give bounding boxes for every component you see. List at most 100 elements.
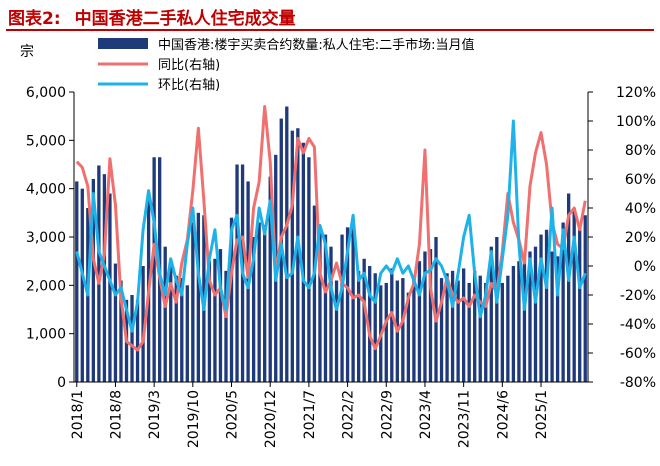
bar-17 (169, 261, 173, 382)
right-tick-label: -40% (620, 317, 656, 333)
bar-85 (544, 229, 549, 382)
left-axis-unit: 宗 (20, 44, 34, 60)
bar-65 (434, 237, 438, 382)
left-tick-label: 6,000 (26, 85, 66, 101)
x-tick-label: 2019/3 (147, 390, 163, 439)
bar-62 (417, 261, 422, 382)
bar-66 (439, 278, 444, 382)
bar-77 (500, 282, 504, 382)
bar-54 (373, 273, 377, 382)
bar-86 (550, 251, 554, 382)
bar-25 (213, 258, 217, 382)
x-tick-label: 2025/1 (534, 390, 550, 439)
x-tick-label: 2022/9 (379, 390, 395, 439)
bar-series (75, 106, 587, 382)
bar-89 (567, 193, 571, 382)
right-tick-label: -20% (620, 288, 656, 304)
bar-90 (572, 208, 576, 382)
right-tick-label: 120% (616, 85, 656, 101)
bar-32 (251, 237, 256, 382)
bar-51 (356, 270, 361, 382)
bar-28 (229, 217, 234, 382)
bar-21 (191, 222, 195, 382)
bar-20 (185, 285, 189, 382)
bar-76 (495, 237, 499, 382)
bar-53 (368, 266, 372, 382)
bar-33 (257, 222, 261, 382)
bar-11 (135, 299, 140, 382)
bar-46 (329, 246, 333, 382)
bar-34 (263, 224, 267, 382)
bar-63 (423, 251, 427, 382)
bar-50 (351, 222, 355, 382)
bar-83 (533, 246, 538, 382)
legend-label-mom: 环比(右轴) (158, 78, 220, 93)
bar-1 (80, 188, 84, 382)
axes: 0 1,000 2,000 3,000 4,000 5,000 6,000 -80% -60% -… (20, 44, 656, 448)
bar-92 (583, 215, 587, 382)
x-tick-label: 2018/1 (70, 390, 86, 439)
title-divider (6, 29, 654, 31)
x-tick-label: 2020/5 (225, 390, 241, 439)
bar-48 (340, 234, 344, 382)
bar-81 (522, 258, 527, 382)
left-tick-label: 5,000 (26, 133, 66, 149)
bar-75 (489, 246, 493, 382)
bar-71 (467, 282, 471, 382)
x-tick-label: 2023/11 (457, 390, 473, 448)
line-series (75, 105, 587, 352)
bar-43 (312, 205, 317, 382)
bar-10 (130, 295, 134, 382)
bar-5 (102, 174, 107, 382)
x-tick-label: 2023/4 (418, 390, 434, 439)
bar-41 (301, 142, 306, 382)
bar-16 (163, 246, 167, 382)
bar-84 (539, 234, 543, 382)
bar-70 (461, 268, 466, 382)
x-tick-label: 2019/10 (186, 390, 202, 448)
legend-label-volume: 中国香港:楼宇买卖合约数量:私人住宅:二手市场:当月值 (158, 37, 475, 53)
bar-3 (91, 179, 96, 382)
mom-line (75, 119, 587, 333)
bar-80 (517, 261, 521, 382)
bar-35 (268, 176, 272, 382)
right-tick-label: 20% (625, 230, 656, 246)
legend-label-yoy: 同比(右轴) (158, 58, 220, 73)
bar-47 (334, 280, 339, 382)
bar-60 (406, 292, 411, 382)
bar-73 (478, 275, 482, 382)
bar-67 (445, 273, 449, 382)
bar-57 (390, 268, 394, 382)
bar-64 (428, 249, 433, 382)
left-tick-label: 1,000 (26, 327, 66, 343)
bar-78 (506, 275, 510, 382)
bar-82 (528, 251, 532, 382)
bar-19 (180, 278, 184, 382)
right-tick-label: 100% (616, 114, 656, 130)
bar-18 (174, 275, 178, 382)
bar-22 (196, 212, 201, 382)
left-tick-label: 3,000 (26, 230, 66, 246)
bar-12 (141, 266, 145, 382)
bar-49 (345, 227, 350, 382)
x-tick-label: 2020/12 (263, 390, 279, 448)
bar-0 (75, 181, 79, 382)
bar-69 (456, 280, 460, 382)
bar-26 (218, 249, 223, 382)
right-tick-label: 40% (625, 201, 656, 217)
bar-88 (561, 222, 565, 382)
chart-title: 图表2: 中国香港二手私人住宅成交量 (8, 4, 296, 29)
bar-29 (235, 164, 239, 382)
right-tick-label: 80% (625, 143, 656, 159)
bar-38 (285, 106, 289, 382)
bar-61 (412, 275, 416, 382)
bar-7 (113, 263, 118, 382)
left-tick-label: 0 (57, 375, 66, 391)
bar-68 (450, 270, 455, 382)
x-tick-label: 2024/6 (495, 390, 511, 439)
bar-45 (323, 234, 328, 382)
bar-6 (108, 193, 112, 382)
bar-87 (555, 256, 560, 382)
